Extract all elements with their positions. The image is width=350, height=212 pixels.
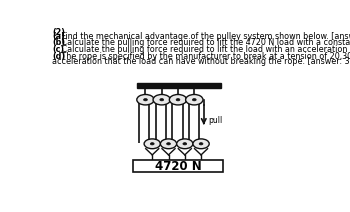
Text: The rope is specified by the manufacturer to break at a tension of 20,300 N.  Ca: The rope is specified by the manufacture… (59, 52, 350, 61)
Circle shape (167, 143, 170, 145)
Circle shape (199, 143, 203, 145)
Text: 4720 N: 4720 N (155, 160, 201, 173)
Text: (2): (2) (52, 28, 65, 37)
Circle shape (150, 143, 154, 145)
Circle shape (160, 99, 164, 101)
Circle shape (193, 99, 196, 101)
Text: (a): (a) (52, 32, 65, 41)
Text: (d): (d) (52, 52, 65, 61)
Text: Calculate the pulling force required to lift the 4720 N load with a constant spe: Calculate the pulling force required to … (59, 39, 350, 47)
Circle shape (193, 139, 209, 149)
Circle shape (177, 139, 193, 149)
Text: Calculate the pulling force required to lift the load with an acceleration of 1.: Calculate the pulling force required to … (59, 45, 350, 54)
Circle shape (176, 99, 180, 101)
Circle shape (153, 95, 170, 105)
Circle shape (137, 95, 154, 105)
Circle shape (186, 95, 203, 105)
Circle shape (144, 99, 147, 101)
Text: acceleration that the load can have without breaking the rope. [answer: 328 m/s²: acceleration that the load can have with… (52, 57, 350, 66)
Polygon shape (137, 83, 222, 88)
Polygon shape (133, 160, 223, 172)
Text: (c): (c) (52, 45, 64, 54)
Circle shape (183, 143, 187, 145)
Text: Find the mechanical advantage of the pulley system shown below. [answer: 8:1]: Find the mechanical advantage of the pul… (59, 32, 350, 41)
Text: (b): (b) (52, 39, 65, 47)
Circle shape (169, 95, 187, 105)
Circle shape (144, 139, 160, 149)
Circle shape (160, 139, 177, 149)
Text: pull: pull (208, 116, 222, 125)
